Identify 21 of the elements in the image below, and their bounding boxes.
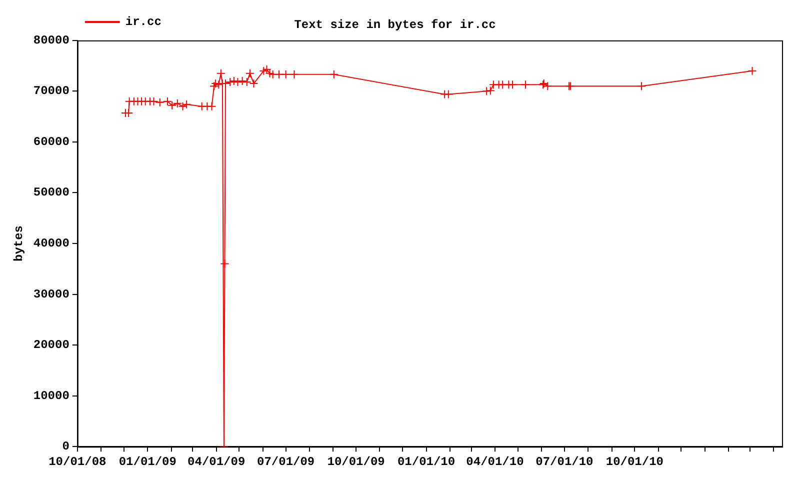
x-tick-label: 04/01/09 — [188, 454, 246, 469]
y-tick-label: 60000 — [33, 134, 70, 149]
legend-label: ir.cc — [125, 15, 162, 30]
x-tick-label: 07/01/09 — [257, 454, 315, 469]
x-tick-label: 01/01/09 — [118, 454, 176, 469]
y-tick-label: 20000 — [33, 338, 70, 352]
y-tick-label: 40000 — [33, 236, 70, 251]
y-tick-label: 0 — [62, 440, 70, 454]
y-axis-title: bytes — [12, 225, 26, 262]
y-tick-label: 10000 — [33, 388, 70, 403]
y-tick-label: 50000 — [33, 186, 70, 200]
x-tick-label: 01/01/10 — [397, 454, 456, 469]
x-tick-label: 10/01/08 — [48, 454, 106, 469]
y-tick-label: 70000 — [33, 84, 70, 98]
chart-title: Text size in bytes for ir.cc — [294, 18, 496, 32]
y-tick-label: 80000 — [33, 33, 70, 48]
y-tick-label: 30000 — [33, 287, 70, 302]
x-tick-label: 07/01/10 — [536, 454, 594, 469]
x-tick-label: 10/01/09 — [327, 454, 385, 469]
x-tick-label: 04/01/10 — [466, 454, 524, 469]
x-tick-label: 10/01/10 — [606, 454, 664, 469]
